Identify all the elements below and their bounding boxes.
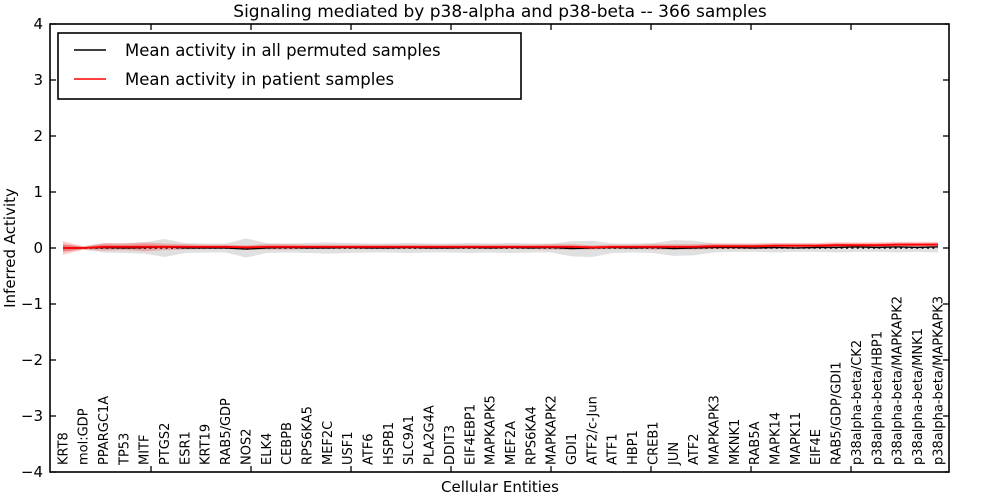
- series-lines: [63, 243, 939, 250]
- x-tick-label: MEF2A: [504, 421, 519, 465]
- x-tick-label: KRT19: [199, 424, 214, 465]
- x-tick-label: MEF2C: [321, 421, 336, 465]
- x-tick-label: RAB5/GDP/GDI1: [830, 362, 845, 465]
- x-tick-label: ATF2/c-Jun: [585, 396, 600, 465]
- y-tick-label: −1: [21, 295, 43, 313]
- x-tick-label: ESR1: [178, 431, 193, 465]
- x-tick-label: RAB5/GDP: [219, 398, 234, 465]
- x-tick-label: CREB1: [646, 421, 661, 465]
- chart-title: Signaling mediated by p38-alpha and p38-…: [233, 2, 767, 22]
- x-tick-label: CEBPB: [280, 422, 295, 465]
- x-tick-label: HSPB1: [382, 422, 397, 465]
- y-axis-label: Inferred Activity: [1, 188, 19, 308]
- y-tick-label: −4: [21, 463, 43, 481]
- y-tick-label: 1: [33, 183, 43, 201]
- x-tick-label: p38alpha-beta/MAPKAPK3: [931, 296, 946, 465]
- x-tick-labels: KRT8 mol:GDP PPARGC1A TP53 MITF PTGS2 ESR1 KRT1…: [56, 296, 946, 466]
- y-tick-label: 2: [33, 127, 43, 145]
- x-tick-label: ATF1: [606, 433, 621, 465]
- y-tick-labels: 4 3 2 1 0 −1 −2 −3 −4: [21, 15, 43, 481]
- x-tick-label: MAPKAPK3: [707, 395, 722, 465]
- x-tick-label: ELK4: [260, 433, 275, 465]
- y-tick-label: −3: [21, 407, 43, 425]
- legend-box: [57, 32, 522, 100]
- x-tick-label: p38alpha-beta/MAPKAPK2: [891, 296, 906, 465]
- x-tick-label: RPS6KA4: [524, 406, 539, 465]
- x-tick-label: DDIT3: [443, 425, 458, 465]
- x-tick-label: EIF4EBP1: [463, 404, 478, 465]
- x-tick-label: TP53: [117, 433, 132, 466]
- x-tick-label: ATF6: [362, 433, 377, 465]
- x-tick-label: p38alpha-beta/MNK1: [911, 328, 926, 465]
- x-tick-label: MITF: [138, 435, 153, 465]
- x-tick-label: RPS6KA5: [300, 406, 315, 465]
- x-tick-label: JUN: [667, 442, 682, 466]
- patient-mean-line: [63, 243, 938, 249]
- x-tick-label: GDI1: [565, 433, 580, 465]
- x-tick-label: p38alpha-beta/HBP1: [870, 331, 885, 465]
- axis-ticks: [50, 23, 949, 473]
- x-tick-label: ATF2: [687, 433, 702, 465]
- x-tick-label: MAPK11: [789, 412, 804, 465]
- y-tick-label: 0: [33, 239, 43, 257]
- x-tick-label: MAPKAPK5: [484, 395, 499, 465]
- x-tick-label: PTGS2: [158, 423, 173, 465]
- x-axis-label: Cellular Entities: [441, 478, 559, 496]
- x-tick-label: HBP1: [626, 430, 641, 465]
- x-tick-label: EIF4E: [809, 429, 824, 465]
- legend-label-permuted: Mean activity in all permuted samples: [125, 41, 441, 60]
- x-tick-label: RAB5A: [748, 421, 763, 465]
- x-tick-label: MKNK1: [728, 419, 743, 465]
- x-tick-label: NOS2: [239, 429, 254, 465]
- x-tick-label: mol:GDP: [77, 408, 92, 465]
- x-tick-label: PLA2G4A: [423, 405, 438, 465]
- x-tick-label: USF1: [341, 431, 356, 465]
- x-tick-label: p38alpha-beta/CK2: [850, 340, 865, 465]
- y-tick-label: 3: [33, 71, 43, 89]
- y-tick-label: −2: [21, 351, 43, 369]
- legend-label-patient: Mean activity in patient samples: [125, 70, 394, 89]
- x-tick-label: MAPKAPK2: [545, 395, 560, 465]
- legend: Mean activity in all permuted samples Me…: [57, 32, 522, 100]
- x-tick-label: PPARGC1A: [97, 396, 112, 465]
- x-tick-label: MAPK14: [768, 412, 783, 465]
- x-tick-label: SLC9A1: [402, 415, 417, 465]
- y-tick-label: 4: [33, 15, 43, 33]
- x-tick-label: KRT8: [56, 432, 71, 465]
